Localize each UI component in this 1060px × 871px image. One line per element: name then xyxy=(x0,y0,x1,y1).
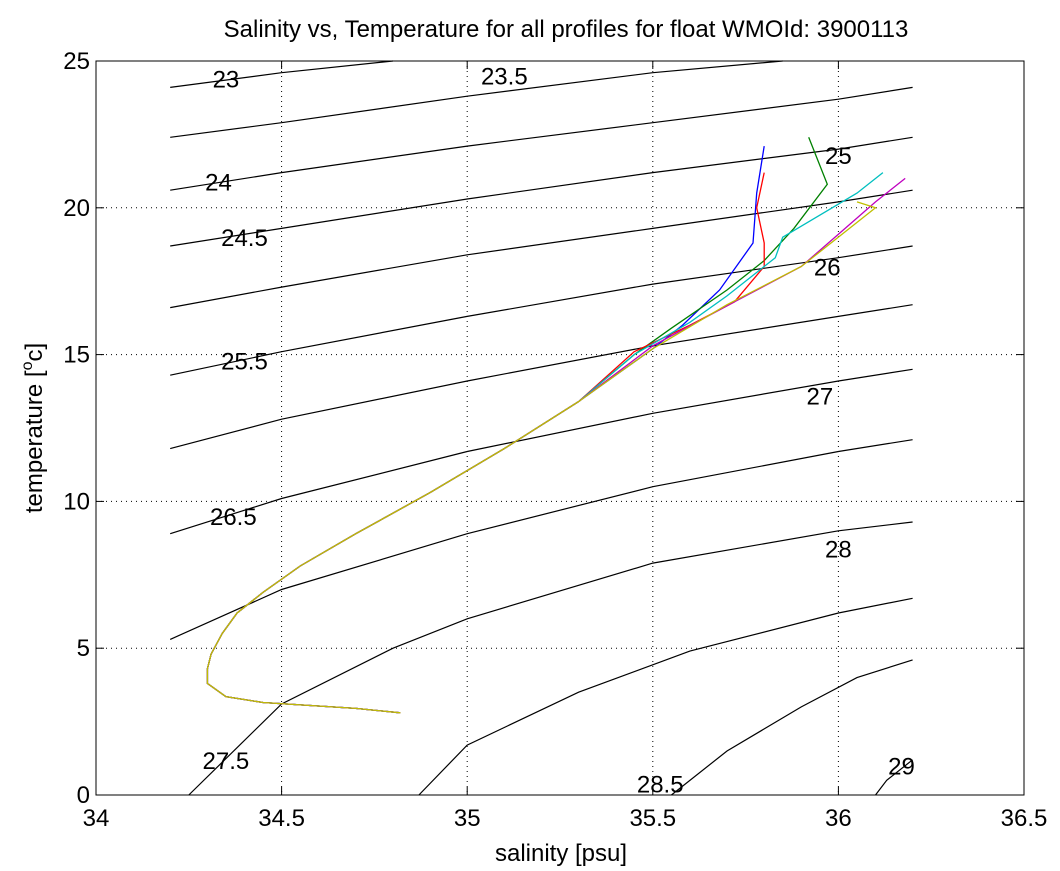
y-axis-label-degree: o xyxy=(19,361,36,370)
x-tick-label: 35.5 xyxy=(629,805,676,832)
contour-label: 23 xyxy=(213,67,240,94)
density-contour-26-5 xyxy=(170,368,913,535)
density-contour-25-5 xyxy=(170,245,913,376)
contour-label: 28 xyxy=(825,536,852,563)
chart-title: Salinity vs, Temperature for all profile… xyxy=(224,16,909,43)
density-contour-29 xyxy=(875,759,913,796)
y-tick-label: 10 xyxy=(63,488,90,515)
contour-label: 26.5 xyxy=(210,504,257,531)
x-tick-label: 36.5 xyxy=(1001,805,1048,832)
density-contour-27 xyxy=(169,439,913,640)
profile-series xyxy=(206,137,906,714)
contour-label: 23.5 xyxy=(481,64,528,91)
contour-label: 27 xyxy=(806,384,833,411)
profile-line-6 xyxy=(206,201,877,714)
density-contour-23 xyxy=(170,60,394,88)
density-contour-28 xyxy=(418,597,913,796)
contour-label: 26 xyxy=(814,255,841,282)
contour-label: 25.5 xyxy=(221,348,268,375)
x-tick-label: 34.5 xyxy=(258,805,305,832)
x-axis-label: salinity [psu] xyxy=(495,840,627,867)
density-contours: 23 23.5 24 24.5 25 25.5 26 26.5 27 27.5 28 28.5 29 xyxy=(169,60,915,798)
density-contour-24 xyxy=(170,86,913,191)
x-tick-label: 34 xyxy=(83,805,110,832)
plot-frame xyxy=(95,60,1025,796)
y-tick-label: 0 xyxy=(77,782,90,809)
contour-label: 25 xyxy=(825,143,852,170)
y-axis-label-unit: c] xyxy=(21,343,48,362)
density-contour-28-5 xyxy=(671,659,913,796)
axis-ticks: 34 34.5 35 35.5 36 36.5 0 5 10 15 20 25 xyxy=(63,48,1047,832)
y-axis-label: temperature [oc] xyxy=(19,343,48,513)
x-tick-label: 36 xyxy=(825,805,852,832)
y-tick-label: 5 xyxy=(77,635,90,662)
density-contour-25 xyxy=(170,189,913,309)
y-tick-label: 25 xyxy=(63,48,90,75)
y-tick-label: 15 xyxy=(63,342,90,369)
contour-label: 27.5 xyxy=(203,748,250,775)
y-tick-label: 20 xyxy=(63,195,90,222)
contour-label: 29 xyxy=(888,754,915,781)
density-contour-24-5 xyxy=(170,136,913,247)
density-contour-26 xyxy=(170,304,913,450)
y-axis-label-main: temperature [ xyxy=(21,370,48,513)
contour-label: 24.5 xyxy=(221,225,268,252)
contour-label: 24 xyxy=(205,169,232,196)
x-tick-label: 35 xyxy=(454,805,481,832)
contour-label: 28.5 xyxy=(637,771,684,798)
density-contour-23-5 xyxy=(170,60,783,138)
